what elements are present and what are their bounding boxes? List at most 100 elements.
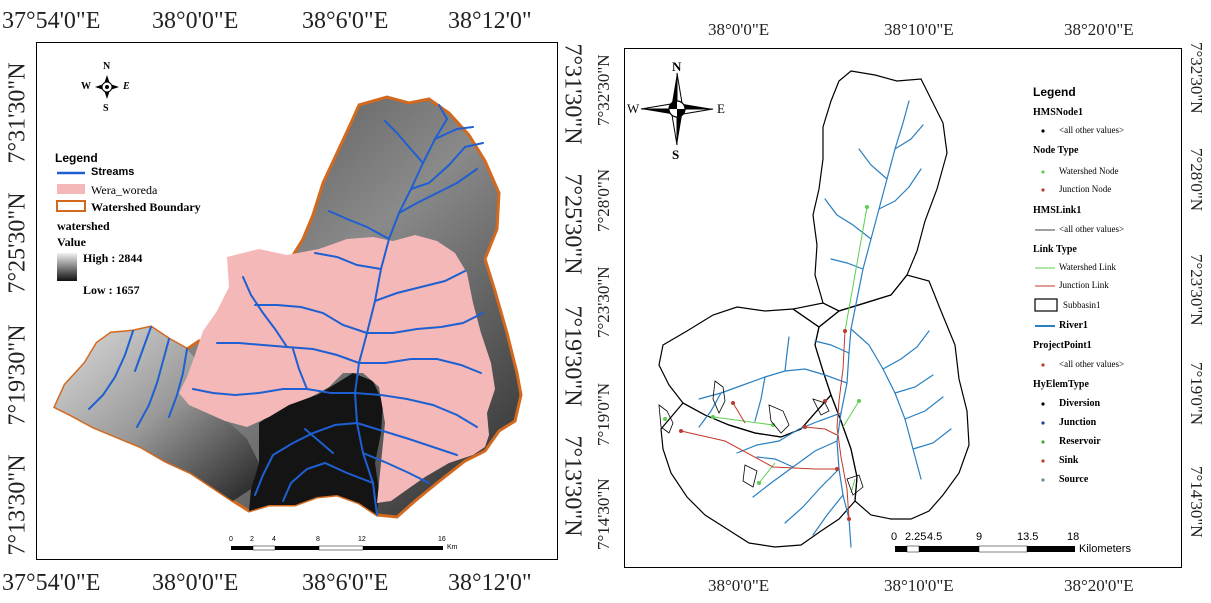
right-right-coord-5: 7°14'30"N — [1187, 466, 1206, 538]
left-bottom-coord-3: 38°6'0"E — [302, 570, 389, 596]
right-side-coord-4: 7°19'0"N — [594, 382, 613, 446]
right-map-canvas — [640, 70, 1075, 553]
left-right-coord-3: 7°19'30"N — [559, 305, 586, 407]
legend-diversion: Diversion — [1059, 398, 1101, 409]
left-right-coord-4: 7°13'30"N — [559, 435, 586, 537]
left-scale-tick-16: 16 — [438, 536, 446, 543]
left-side-coord-2: 7°25'30"N — [4, 192, 31, 294]
right-scale-tick-0: 0 — [891, 531, 898, 543]
right-side-coord-1: 7°32'30"N — [594, 54, 613, 126]
right-compass — [640, 72, 714, 146]
legend-reservoir: Reservoir — [1059, 436, 1101, 447]
right-legend-symbols — [1034, 129, 1058, 482]
legend-linktype-heading: Link Type — [1033, 244, 1077, 255]
legend-subbasin: Subbasin1 — [1063, 300, 1101, 310]
left-scale-tick-0: 0 — [229, 536, 233, 543]
streams-network — [88, 104, 484, 516]
right-side-coord-2: 7°28'0"N — [594, 168, 613, 232]
right-scale-tick-4-5: 4.5 — [927, 531, 943, 543]
right-bottom-coord-1: 38°0'0"E — [708, 576, 770, 595]
left-side-coord-3: 7°19'30"N — [4, 324, 31, 426]
left-legend-low: Low : 1657 — [83, 283, 140, 297]
legend-junction: Junction — [1059, 417, 1097, 428]
right-right-coord-1: 7°32'30"N — [1187, 42, 1206, 114]
right-right-coord-2: 7°28'0"N — [1187, 148, 1206, 212]
legend-source: Source — [1059, 474, 1089, 485]
legend-nodetype-heading: Node Type — [1033, 145, 1079, 156]
left-map-panel: 37°54'0"E 38°0'0"E 38°6'0"E 38°12'0" 37°… — [0, 0, 590, 603]
left-legend-value-label: Value — [57, 235, 86, 249]
left-legend-high: High : 2844 — [83, 251, 143, 265]
left-legend-title: Legend — [55, 151, 98, 165]
right-scale-unit: Kilometers — [1079, 543, 1131, 555]
left-legend-raster-title: watershed — [57, 219, 110, 233]
left-scale-tick-4: 4 — [272, 536, 276, 543]
legend-sink: Sink — [1059, 455, 1079, 466]
left-scale-unit: Km — [447, 544, 458, 551]
left-compass — [95, 75, 119, 99]
legend-hmsnode-heading: HMSNode1 — [1033, 107, 1083, 118]
right-right-coord-4: 7°19'0"N — [1187, 362, 1206, 426]
left-map-canvas — [53, 75, 523, 551]
left-compass-s: S — [103, 103, 109, 114]
legend-river: River1 — [1059, 320, 1088, 331]
left-top-coord-3: 38°6'0"E — [302, 8, 389, 34]
left-side-coord-4: 7°13'30"N — [4, 454, 31, 556]
left-compass-w: W — [81, 81, 91, 92]
right-compass-e: E — [717, 101, 725, 116]
right-legend-title: Legend — [1033, 85, 1076, 99]
right-map-panel: 38°0'0"E 38°10'0"E 38°20'0"E 38°0'0"E 38… — [594, 0, 1211, 603]
right-top-coord-1: 38°0'0"E — [708, 20, 770, 39]
junction-links — [680, 330, 850, 520]
left-compass-n: N — [103, 61, 111, 72]
subbasins — [658, 70, 970, 548]
right-scale-tick-2-25: 2.25 — [905, 531, 927, 543]
wera-woreda-area — [179, 235, 495, 503]
junction-nodes — [679, 329, 851, 521]
legend-junction-link: Junction Link — [1059, 280, 1109, 290]
left-compass-e: E — [123, 81, 130, 92]
legend-hyelemtype-heading: HyElemType — [1033, 379, 1089, 390]
left-bottom-coord-4: 38°12'0" — [448, 570, 532, 596]
left-bottom-coord-2: 38°0'0"E — [152, 570, 239, 596]
legend-hmsnode-item: <all other values> — [1059, 125, 1125, 135]
right-compass-w: W — [627, 101, 640, 116]
left-scale-bar — [231, 545, 443, 551]
left-bottom-coord-1: 37°54'0"E — [2, 570, 101, 596]
left-right-coord-1: 7°31'30"N — [559, 43, 586, 145]
right-map-frame: N S E W Legend HMSNode1 <all other value… — [624, 48, 1182, 568]
right-top-coord-2: 38°10'0"E — [884, 20, 954, 39]
right-top-coord-3: 38°20'0"E — [1064, 20, 1134, 39]
left-top-coord-2: 38°0'0"E — [152, 8, 239, 34]
left-legend-streams: Streams — [91, 166, 135, 178]
left-scale-tick-2: 2 — [250, 536, 254, 543]
left-legend-symbols — [56, 171, 86, 281]
left-scale-tick-8: 8 — [316, 536, 320, 543]
rivers — [698, 100, 952, 548]
legend-watershed-node: Watershed Node — [1059, 166, 1119, 176]
left-map-frame: N S E W Legend Streams Wera_woreda Water… — [36, 42, 558, 560]
right-compass-s: S — [672, 147, 680, 162]
right-scale-tick-13-5: 13.5 — [1017, 531, 1039, 543]
left-legend-woreda: Wera_woreda — [91, 183, 158, 197]
legend-hmslink-item: <all other values> — [1059, 224, 1125, 234]
left-legend-boundary: Watershed Boundary — [91, 200, 201, 214]
left-top-coord-1: 37°54'0"E — [2, 8, 101, 34]
right-scale-tick-9: 9 — [976, 531, 983, 543]
right-bottom-coord-3: 38°20'0"E — [1064, 576, 1134, 595]
legend-junction-node: Junction Node — [1059, 184, 1112, 194]
right-right-coord-3: 7°23'30"N — [1187, 254, 1206, 326]
left-side-coord-1: 7°31'30"N — [4, 62, 31, 164]
left-right-coord-2: 7°25'30"N — [559, 173, 586, 275]
dem-west-lobe — [55, 327, 259, 501]
reservoir-polygons — [658, 380, 864, 496]
left-top-coord-4: 38°12'0" — [448, 8, 532, 34]
legend-watershed-link: Watershed Link — [1059, 262, 1117, 272]
legend-projectpoint-item: <all other values> — [1059, 359, 1125, 369]
right-bottom-coord-2: 38°10'0"E — [884, 576, 954, 595]
legend-hmslink-heading: HMSLink1 — [1033, 205, 1082, 216]
right-scale-tick-18: 18 — [1067, 531, 1080, 543]
right-side-coord-5: 7°14'30"N — [594, 478, 613, 550]
right-side-coord-3: 7°23'30"N — [594, 266, 613, 338]
right-scale-bar — [895, 545, 1075, 553]
